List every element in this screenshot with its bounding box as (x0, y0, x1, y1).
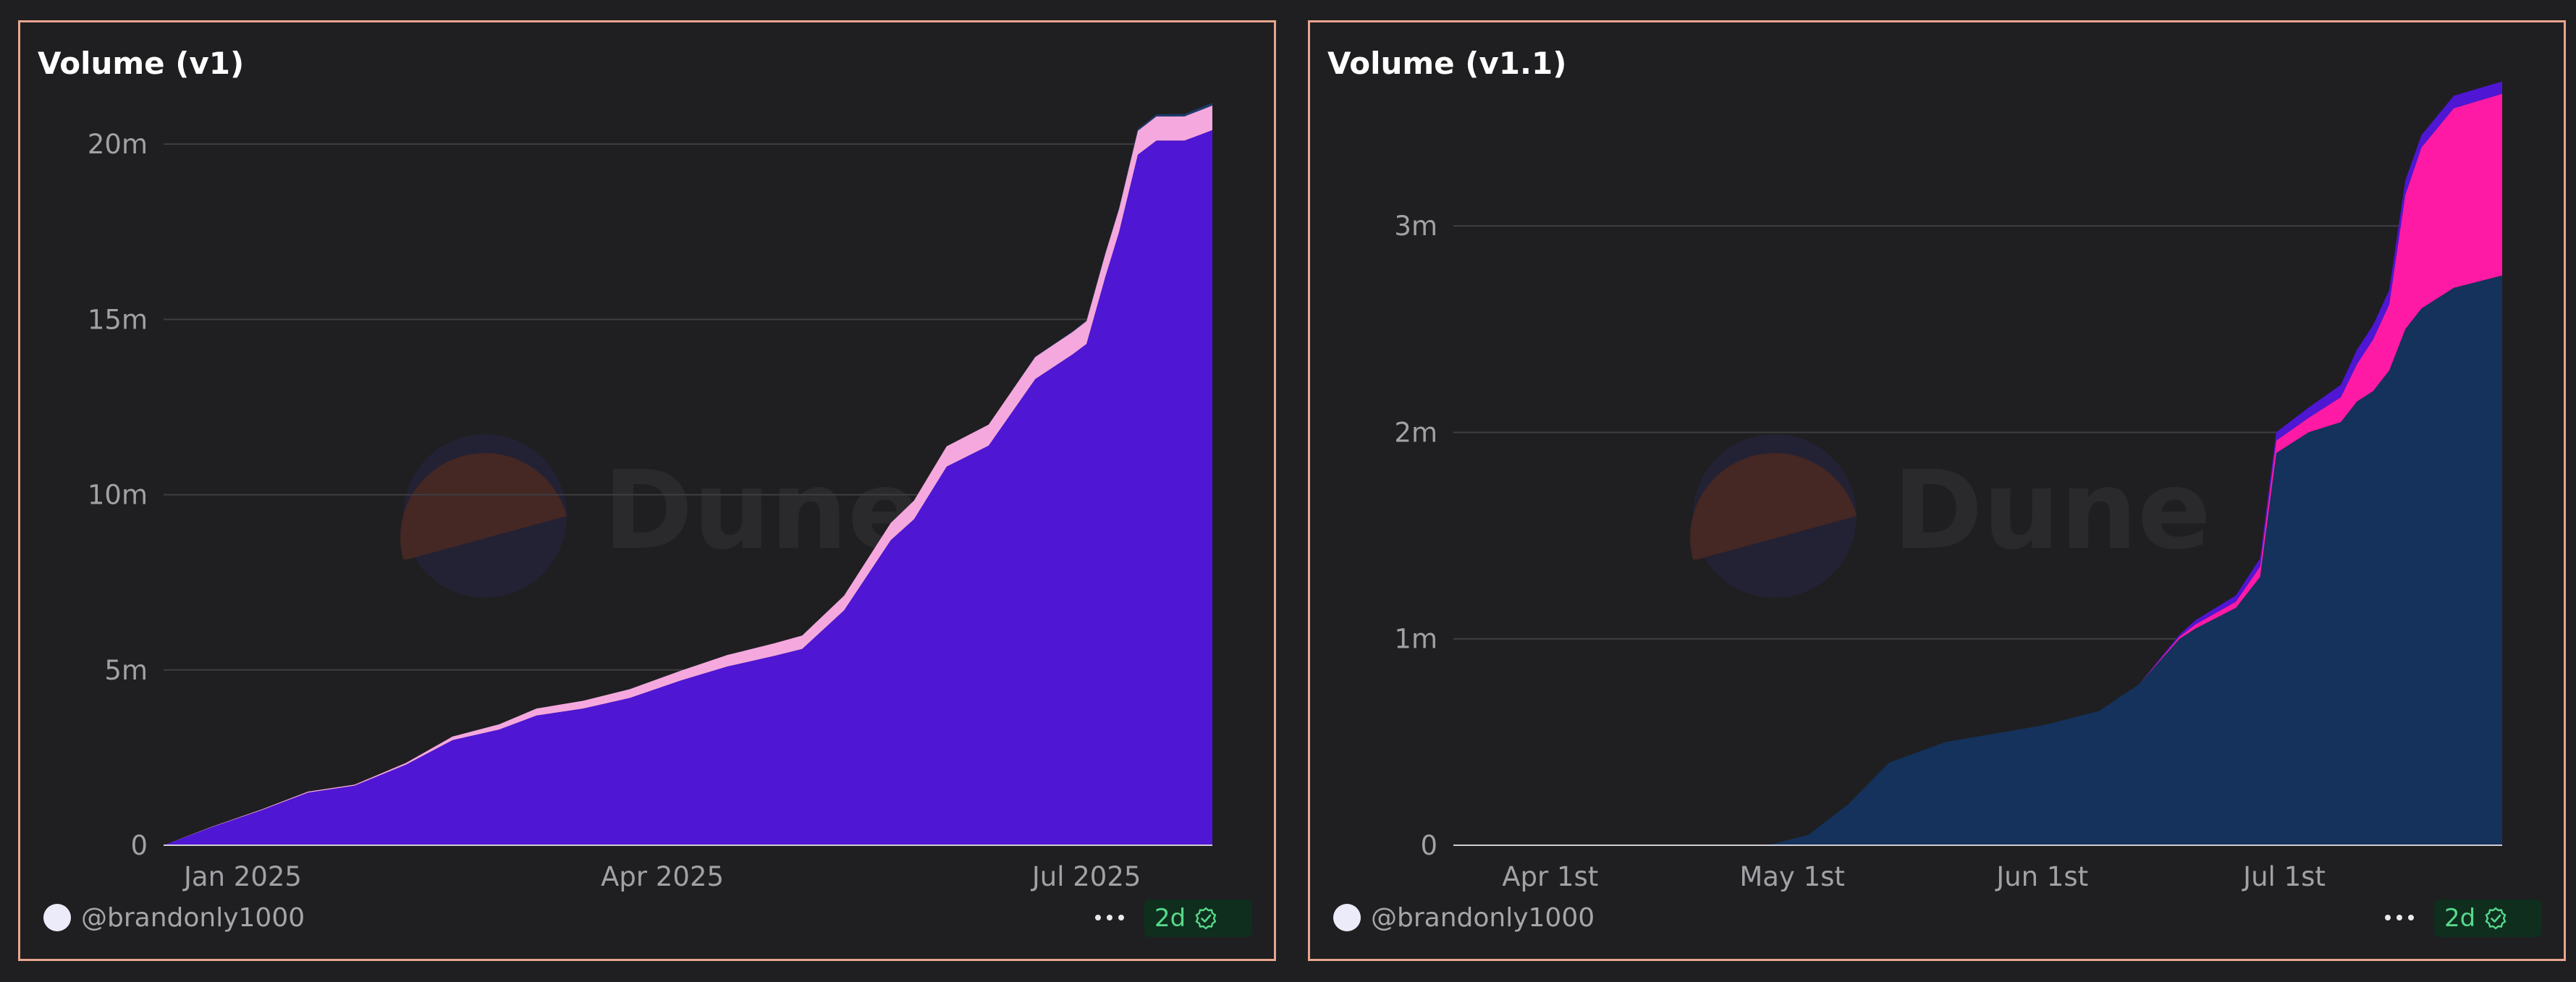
chart-plot: Dune 0 5m 10m 15m 20m Jan 2025 Apr 2025 Jul 2025 (88, 103, 1212, 892)
watermark-logo-top (1690, 453, 1857, 559)
y-tick-label: 2m (1394, 417, 1437, 448)
refresh-age-badge[interactable]: 2d (1144, 900, 1252, 937)
chart-title: Volume (v1.1) (1327, 46, 1567, 81)
y-tick-label: 5m (104, 655, 148, 686)
badge-label: 2d (2444, 904, 2476, 933)
watermark-logo-top (400, 453, 567, 559)
y-tick-label: 3m (1394, 211, 1437, 242)
x-tick-label: Jun 1st (1995, 861, 2088, 892)
more-horizontal-icon-dot (2396, 915, 2402, 920)
more-horizontal-icon-dot (2408, 915, 2414, 920)
verified-check-icon (1196, 907, 1217, 930)
y-tick-label: 20m (88, 129, 148, 160)
author-info[interactable]: @brandonly1000 (1333, 900, 1595, 936)
verified-check-icon (2486, 907, 2507, 930)
watermark-text: Dune (603, 448, 921, 574)
more-horizontal-icon-dot (1107, 915, 1112, 920)
chart-panel-v1: Volume (v1) Dune 0 5m 10m 15m 20m Jan 2025 Apr … (18, 20, 1276, 961)
x-tick-label: Jul 2025 (1031, 861, 1141, 892)
more-options-button[interactable] (2385, 909, 2414, 926)
chart-title: Volume (v1) (38, 46, 245, 81)
x-tick-label: Apr 1st (1502, 861, 1598, 892)
area-series-1[interactable] (1453, 275, 2502, 846)
chart-plot: Dune 0 1m 2m 3m Apr 1st May 1st Jun 1st Jul 1st (1394, 81, 2502, 892)
author-name[interactable]: @brandonly1000 (1371, 902, 1595, 933)
y-tick-label: 1m (1394, 624, 1437, 655)
author-name[interactable]: @brandonly1000 (81, 902, 305, 933)
more-options-button[interactable] (1095, 909, 1124, 926)
y-tick-label: 15m (88, 304, 148, 335)
area-series-1[interactable] (164, 130, 1212, 846)
more-horizontal-icon-dot (1118, 915, 1124, 920)
author-info[interactable]: @brandonly1000 (43, 900, 305, 936)
y-tick-label: 0 (1420, 830, 1437, 861)
y-tick-label: 10m (88, 480, 148, 511)
x-tick-label: Apr 2025 (601, 861, 724, 892)
x-tick-label: May 1st (1739, 861, 1845, 892)
avatar[interactable] (43, 904, 71, 931)
x-tick-label: Jul 1st (2242, 861, 2326, 892)
x-tick-label: Jan 2025 (182, 861, 302, 892)
chart-panel-v1-1: Volume (v1.1) Dune 0 1m 2m 3m Apr 1st May 1st J… (1308, 20, 2566, 961)
more-horizontal-icon (2385, 915, 2391, 920)
refresh-age-badge[interactable]: 2d (2434, 900, 2542, 937)
dune-watermark: Dune (1690, 434, 2211, 598)
watermark-text: Dune (1893, 448, 2211, 574)
avatar[interactable] (1333, 904, 1361, 931)
badge-label: 2d (1154, 904, 1186, 933)
more-horizontal-icon (1095, 915, 1101, 920)
y-tick-label: 0 (130, 830, 148, 861)
dune-watermark: Dune (400, 434, 921, 598)
